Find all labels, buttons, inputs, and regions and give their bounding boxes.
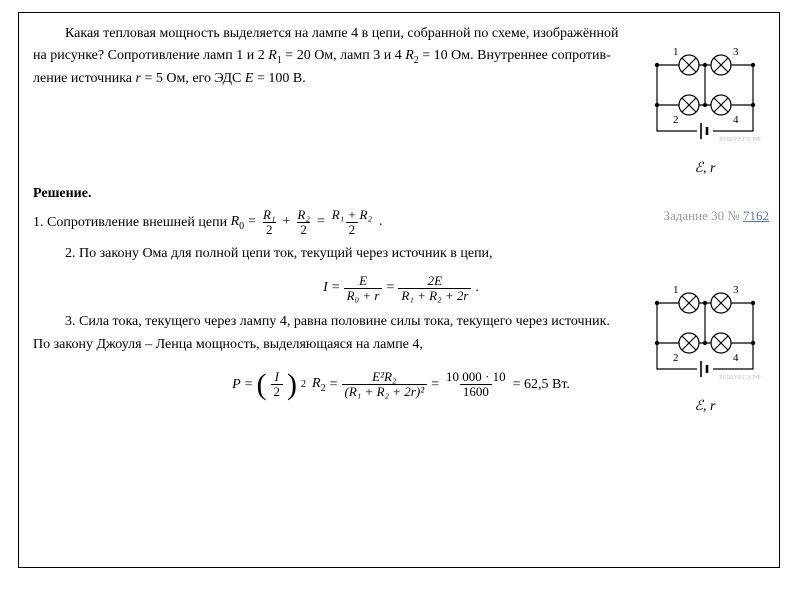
sq: 2 [301,379,306,390]
emf-label-1: ℰ, r [645,160,765,177]
lamp-label-2b: 2 [673,352,679,364]
watermark-1: РЕШУЕГЭ.РФ [719,137,761,143]
eq3c: = [431,377,439,393]
r-val: = 5 Ом, его ЭДС [141,71,245,86]
R2-label: R [405,48,414,63]
step1-prefix: 1. Сопротивление внешней цепи [33,215,231,230]
lamp-label-4b: 4 [733,352,739,364]
f2d: 2 [297,222,310,237]
f1n: R₁ [260,208,278,222]
step1-formula: R0 = R₁2 + R₂2 = R₁ + R₂2 . [231,208,383,238]
E-val: = 100 В. [253,71,305,86]
s3f2n: E²R₂ [369,370,399,384]
f3n: R₁ + R₂ [329,208,375,222]
s2f1d: R₀ + r [344,288,383,303]
s3f3d: 1600 [460,384,492,399]
I-sym: I [323,280,328,296]
R2sub: 2 [321,383,326,394]
eq2a: = [332,280,340,296]
s2f2d: R₁ + R₂ + 2r [398,288,471,303]
R0-sub: 0 [239,220,244,231]
s2f1n: E [356,274,370,288]
solution-heading: Решение. [33,186,769,202]
dot1: . [379,211,383,233]
eq3b: = [330,377,338,393]
R2sym: R [312,376,321,391]
f2n: R₂ [294,208,312,222]
s3f2d: (R₁ + R₂ + 2r)² [342,384,428,399]
lamp-label-4: 4 [733,114,739,126]
step3-formula: P = ( I2 ) 2 R2 = E²R₂(R₁ + R₂ + 2r)² = … [232,370,570,400]
problem-line3a: ление источника [33,71,136,86]
lamp-label-3: 3 [733,46,739,58]
task-number-link[interactable]: 7162 [743,208,769,223]
emf-label-2: ℰ, r [645,398,765,415]
lamp-label-3b: 3 [733,284,739,296]
step3-text-a: 3. Сила тока, текущего через лампу 4, ра… [65,314,610,329]
P-sym: P [232,377,241,393]
R0-sym: R [231,214,240,229]
lamp-label-2: 2 [673,114,679,126]
eq-sign: = [248,211,256,233]
task-reference: Задание 30 № 7162 [663,208,769,224]
step2-formula: I = ER₀ + r = 2ER₁ + R₂ + 2r . [323,274,479,304]
R2-val: = 10 Ом. Внутреннее сопротив- [419,48,611,63]
task-text: Задание 30 № [663,208,743,223]
circuit-diagram-2: 1 3 2 4 РЕШУЕГЭ.РФ ℰ, r [645,281,765,415]
s2f2n: 2E [425,274,445,288]
in-n: I [272,370,282,384]
problem-line2a: на рисунке? Сопротивление ламп 1 и 2 [33,48,268,63]
lamp-label-1b: 1 [673,284,679,296]
watermark-2: РЕШУЕГЭ.РФ [719,375,761,381]
step3-text-b: По закону Джоуля – Ленца мощность, выдел… [33,337,423,352]
problem-line1: Какая тепловая мощность выделяется на ла… [65,26,619,41]
f1d: 2 [263,222,276,237]
dot2: . [475,280,479,296]
eq3a: = [245,377,253,393]
circuit-diagram-1: 1 3 2 4 РЕШУЕГЭ.РФ ℰ, r [645,43,765,177]
step2-text: 2. По закону Ома для полной цепи ток, те… [65,246,493,261]
lamp-label-1: 1 [673,46,679,58]
lparen: ( [257,371,267,398]
plus: + [283,211,291,233]
R1-label: R [268,48,277,63]
rparen: ) [287,371,297,398]
in-d: 2 [271,384,284,399]
f3d: 2 [346,222,359,237]
s3f3n: 10 000 · 10 [443,370,509,384]
R1-val: = 20 Ом, ламп 3 и 4 [282,48,405,63]
eq2: = [317,211,325,233]
result: = 62,5 Вт. [513,377,570,393]
eq2b: = [386,280,394,296]
